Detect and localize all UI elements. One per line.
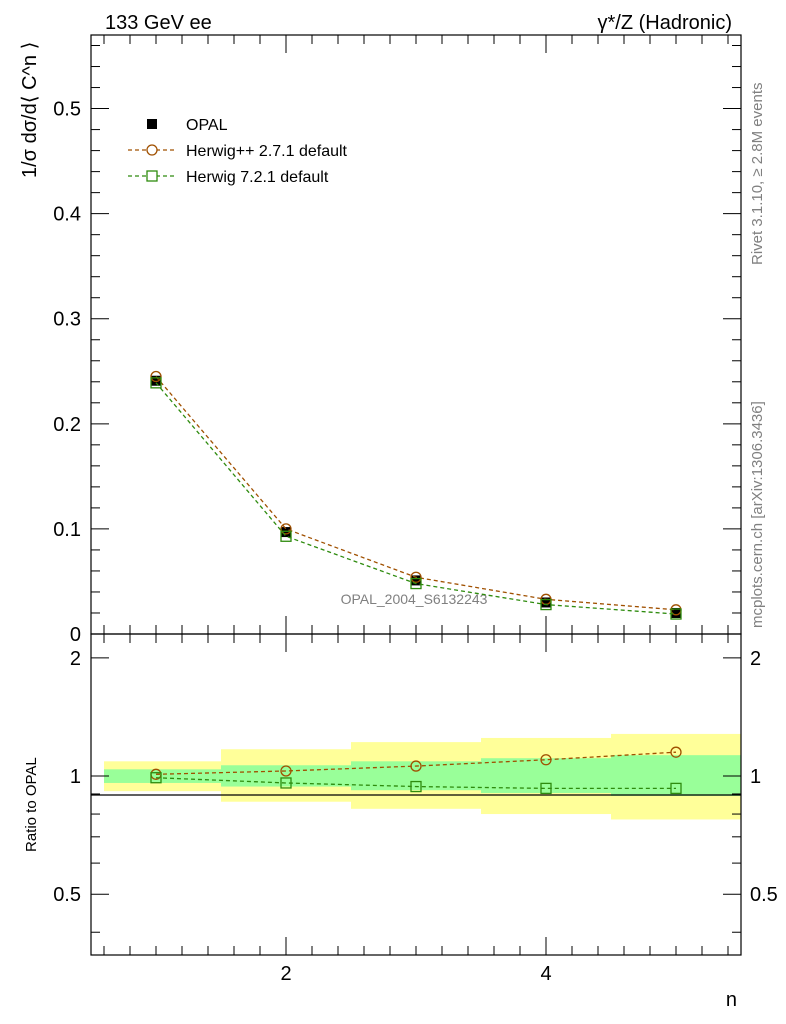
x-axis-label: n [726,989,737,1011]
ratio-y-tick-label-right: 1 [750,766,761,788]
ratio-series-line [155,751,677,775]
ratio-frame [90,633,742,956]
data-point [540,598,552,611]
main-y-tick-label: 0.3 [53,309,81,331]
data-point [280,523,292,535]
data-point [280,530,292,542]
legend-entry: OPAL [147,117,228,134]
legend-entry: Herwig 7.2.1 default [128,169,329,186]
data-point [410,571,422,583]
main-plot-panel: 0 0.1 0.2 0.3 0.4 0.5 OPAL_2004_S6132243 1/σ … [19,34,742,646]
ratio-point [410,780,422,793]
ratio-inner-band [104,769,221,783]
ratio-point [670,746,682,758]
data-point [150,370,162,383]
data-point [410,577,422,590]
ratio-point [280,777,292,789]
ratio-y-tick-label-left: 1 [70,766,81,788]
series-herwig-7-2-1-default [150,377,682,620]
ratio-inner-band [611,755,741,796]
series-line [155,376,677,611]
legend: OPAL Herwig++ 2.7.1 default Herwig 7.2.1 d… [128,117,348,186]
main-y-tick-label: 0.1 [53,519,81,541]
data-point [150,377,162,389]
series-opal [151,375,681,618]
ratio-point [410,760,422,772]
main-y-axis-label: 1/σ dσ/d⟨ C^n ⟩ [19,42,41,178]
data-point [670,608,682,620]
ratio-series-line [155,777,676,790]
main-series [150,370,682,620]
main-y-tick-label: 0.5 [53,99,81,121]
ratio-x-tick-label: 4 [540,963,551,985]
main-y-tick-labels: 0 0.1 0.2 0.3 0.4 0.5 [53,99,81,646]
ratio-y-tick-label-right: 2 [750,648,761,670]
ratio-point [540,754,552,766]
data-point [151,375,161,386]
header-left-title: 133 GeV ee [105,12,212,34]
ratio-y-axis-label: Ratio to OPAL [23,757,40,852]
ratio-uncertainty-bands [104,733,741,820]
main-y-tick-label: 0.2 [53,414,81,436]
side-label-bottom: mcplots.cern.ch [arXiv:1306.3436] [749,401,766,628]
watermark: OPAL_2004_S6132243 [341,591,488,607]
main-y-axis-label-text: 1/σ dσ/d⟨ C^n ⟩ [19,42,41,178]
series-line [155,382,677,615]
legend-label: Herwig++ 2.7.1 default [186,143,348,160]
ratio-axis-ticks [91,634,741,955]
legend-label: OPAL [186,117,228,134]
ratio-point [540,782,552,795]
side-label-top: Rivet 3.1.10, ≥ 2.8M events [749,83,766,266]
ratio-series-herwig-7-2-1-default [150,772,682,795]
ratio-y-tick-label-left: 0.5 [53,884,81,906]
main-y-tick-label: 0 [70,624,81,646]
data-point [281,527,291,538]
data-point [411,575,421,586]
data-point [541,597,551,608]
ratio-y-tick-labels: 0.5 0.5 1 1 2 2 [53,648,778,906]
ratio-y-tick-label-left: 2 [70,648,81,670]
ratio-y-tick-label-right: 0.5 [750,884,778,906]
header-right-title: γ*/Z (Hadronic) [598,12,732,34]
ratio-point [670,782,682,795]
ratio-point [150,772,162,784]
ratio-x-tick-label: 2 [280,963,291,985]
ratio-series [150,746,682,795]
legend-marker [146,170,158,182]
legend-label: Herwig 7.2.1 default [186,169,329,186]
legend-marker [147,119,157,129]
main-axis-ticks [91,35,741,635]
ratio-point [280,765,292,777]
legend-entry: Herwig++ 2.7.1 default [128,143,348,160]
main-y-tick-label: 0.4 [53,204,81,226]
data-point [671,607,681,618]
legend-marker [146,144,158,156]
